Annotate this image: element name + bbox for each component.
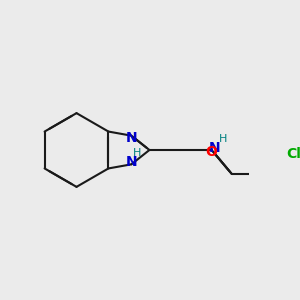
Text: Cl: Cl	[286, 147, 300, 161]
Text: N: N	[126, 155, 137, 169]
Text: O: O	[205, 145, 217, 159]
Text: H: H	[133, 148, 141, 158]
Text: H: H	[219, 134, 227, 143]
Text: N: N	[126, 131, 137, 145]
Text: N: N	[208, 140, 220, 154]
